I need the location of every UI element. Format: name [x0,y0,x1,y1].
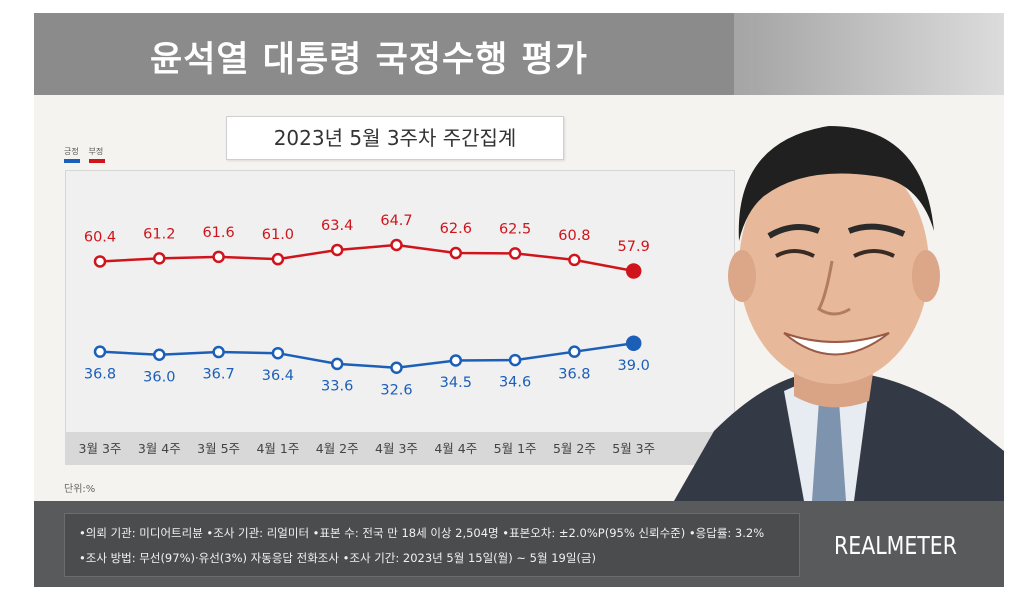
data-point [271,346,285,360]
series-line-positive [99,342,634,369]
data-point [153,348,166,361]
data-label: 63.4 [321,218,353,234]
data-point [330,357,344,371]
data-label: 62.6 [440,221,472,237]
x-tick-label: 4월 4주 [434,441,477,456]
data-label: 33.6 [321,379,353,395]
legend-swatch-negative [88,159,105,163]
data-label: 34.5 [440,375,472,391]
legend-item-negative: 부정 [88,146,105,163]
legend-label-positive: 긍정 [64,147,79,156]
x-tick-label: 3월 3주 [79,441,122,456]
plot-area [65,170,735,434]
x-tick-label: 4월 2주 [316,441,359,456]
data-label: 60.8 [558,228,590,244]
legend: 긍정 부정 [64,146,111,163]
x-tick-label: 5월 1주 [494,441,537,456]
x-tick-label: 4월 3주 [375,441,418,456]
data-point [449,246,463,260]
data-point [93,345,107,358]
data-point [153,252,166,265]
data-point [212,250,225,264]
data-label: 36.0 [143,369,175,385]
chart-frame: 윤석열 대통령 국정수행 평가 2023년 5월 3주차 주간집계 긍정 부정 … [34,13,1004,587]
data-point [212,345,225,359]
data-point [625,335,642,352]
data-point [449,354,463,367]
unit-label: 단위:% [64,484,96,495]
data-label: 61.6 [202,225,234,241]
series-line-negative [99,243,634,273]
data-label: 36.8 [558,366,590,382]
realmeter-logo: REALMETER [834,531,957,560]
x-tick-label: 3월 4주 [138,441,181,456]
data-point [568,253,581,267]
data-label: 34.6 [499,375,531,391]
data-point [568,345,581,358]
data-point [93,255,107,268]
chart-title: 윤석열 대통령 국정수행 평가 [150,40,588,80]
subtitle-box: 2023년 5월 3주차 주간집계 [226,116,564,160]
data-point [390,361,403,374]
survey-info-line-2: •조사 방법: 무선(97%)·유선(3%) 자동응답 전화조사 •조사 기간:… [79,551,596,565]
data-label: 39.0 [618,358,650,374]
legend-item-positive: 긍정 [64,146,80,163]
survey-info-box: •의뢰 기관: 미디어트리뷴 •조사 기관: 리얼미터 •표본 수: 전국 만 … [64,513,800,577]
footer: •의뢰 기관: 미디어트리뷴 •조사 기관: 리얼미터 •표본 수: 전국 만 … [34,501,1004,587]
title-box [34,13,734,95]
data-point [390,238,403,252]
x-tick-label: 4월 1주 [256,441,299,456]
data-label: 57.9 [618,239,650,255]
president-photo [674,126,1004,501]
data-label: 61.2 [143,226,175,242]
survey-info-line-1: •의뢰 기관: 미디어트리뷴 •조사 기관: 리얼미터 •표본 수: 전국 만 … [79,526,765,540]
data-label: 36.4 [262,368,294,384]
data-point [508,247,522,260]
chart-subtitle: 2023년 5월 3주차 주간집계 [273,126,517,150]
data-label: 61.0 [262,227,294,243]
data-point [271,252,285,266]
legend-swatch-positive [64,159,80,163]
data-point [330,243,344,257]
data-label: 36.7 [202,367,234,383]
x-axis-band [65,432,733,465]
x-tick-label: 5월 3주 [612,441,655,456]
line-chart: 60.4 61.2 61.6 61.0 63.4 64.7 62.6 62.5 60.8 57.9… [79,213,656,456]
data-point [508,353,522,367]
data-label: 62.5 [499,221,531,237]
data-label: 60.4 [84,229,116,245]
data-label: 32.6 [380,382,412,398]
data-label: 36.8 [84,366,116,382]
x-tick-label: 3월 5주 [197,441,240,456]
legend-label-negative: 부정 [88,147,104,156]
data-point [625,263,642,279]
x-tick-label: 5월 2주 [553,441,596,456]
data-label: 64.7 [380,213,412,229]
